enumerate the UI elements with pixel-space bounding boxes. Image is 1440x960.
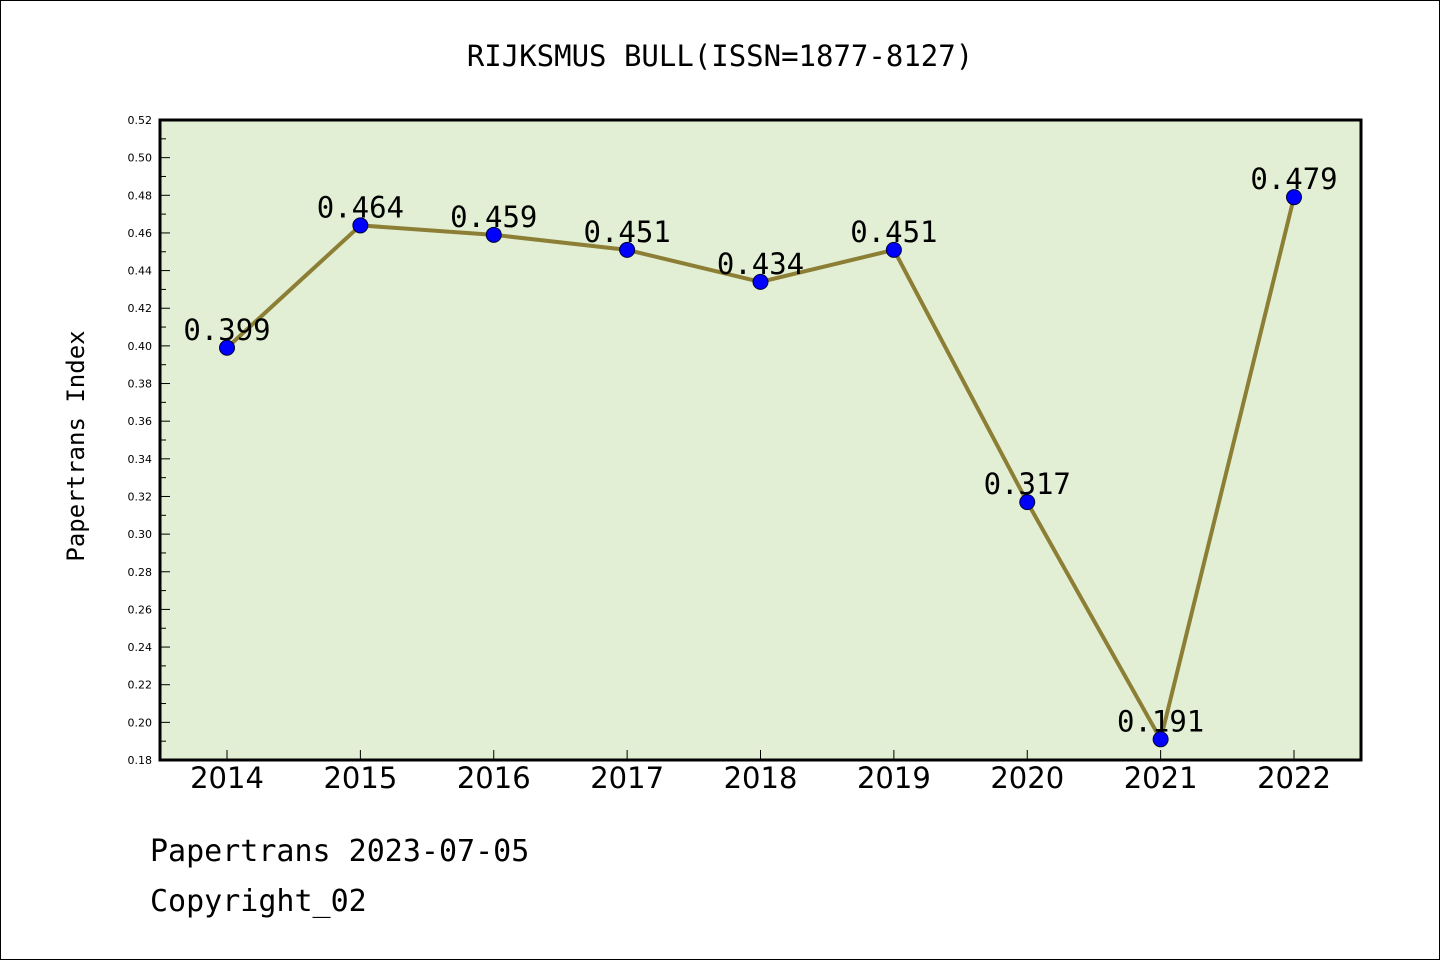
data-label: 0.434 (717, 247, 804, 281)
y-tick-label: 0.46 (128, 227, 153, 240)
data-point (485, 226, 502, 243)
series-line-group: 0.399 0.464 0.459 0.451 0.434 0.451 0.317 0.191… (183, 162, 1338, 748)
x-tick-label: 2014 (190, 761, 264, 795)
data-point (219, 339, 235, 356)
y-axis-label: Papertrans Index (62, 330, 90, 561)
x-tick-label: 2020 (990, 761, 1064, 795)
y-tick-label: 0.20 (128, 716, 153, 729)
data-label: 0.451 (850, 215, 937, 249)
data-label: 0.479 (1250, 162, 1337, 196)
x-tick-label: 2017 (590, 761, 664, 795)
y-tick-label: 0.28 (128, 566, 153, 579)
x-tick-label: 2022 (1257, 761, 1331, 795)
data-point (352, 217, 369, 234)
data-point (1152, 731, 1169, 748)
x-tick-label: 2019 (857, 761, 931, 795)
data-label: 0.399 (183, 313, 270, 347)
y-tick-label: 0.48 (128, 189, 153, 202)
x-tick-label: 2016 (457, 761, 531, 795)
data-label: 0.317 (984, 467, 1071, 501)
footer-date: Papertrans 2023-07-05 (150, 834, 530, 869)
data-point (1286, 189, 1302, 206)
y-tick-label: 0.44 (128, 265, 153, 278)
y-tick-label: 0.42 (128, 302, 153, 315)
y-tick-label: 0.30 (128, 528, 153, 541)
x-tick-label: 2018 (724, 761, 798, 795)
footer-copyright: Copyright_02 (150, 884, 367, 919)
data-point (1019, 494, 1036, 511)
x-tick-label: 2015 (323, 761, 397, 795)
data-label: 0.459 (450, 200, 537, 234)
y-tick-label: 0.34 (128, 453, 153, 466)
data-label: 0.191 (1117, 704, 1204, 738)
y-tick-label: 0.52 (128, 114, 153, 127)
y-tick-label: 0.38 (128, 378, 153, 391)
y-tick-label: 0.18 (128, 754, 153, 767)
x-axis: 2014 2015 2016 2017 2018 2019 2020 2021 2022 (190, 750, 1331, 795)
y-tick-label: 0.36 (128, 415, 153, 428)
y-axis: 0.18 0.20 0.22 0.24 0.26 0.28 0.30 0.32 0.34 0.36… (128, 114, 170, 767)
data-point (885, 241, 902, 258)
data-point (619, 241, 636, 258)
y-tick-label: 0.26 (128, 603, 153, 616)
data-label: 0.451 (583, 215, 670, 249)
chart-title: RIJKSMUS BULL(ISSN=1877-8127) (467, 39, 973, 73)
y-tick-label: 0.50 (128, 152, 153, 165)
y-tick-label: 0.40 (128, 340, 153, 353)
data-label: 0.464 (317, 190, 404, 224)
data-point (752, 273, 769, 290)
y-tick-label: 0.32 (128, 490, 153, 503)
y-tick-label: 0.22 (128, 679, 153, 692)
plot-border (158, 118, 1363, 762)
x-tick-label: 2021 (1124, 761, 1198, 795)
y-tick-label: 0.24 (128, 641, 153, 654)
